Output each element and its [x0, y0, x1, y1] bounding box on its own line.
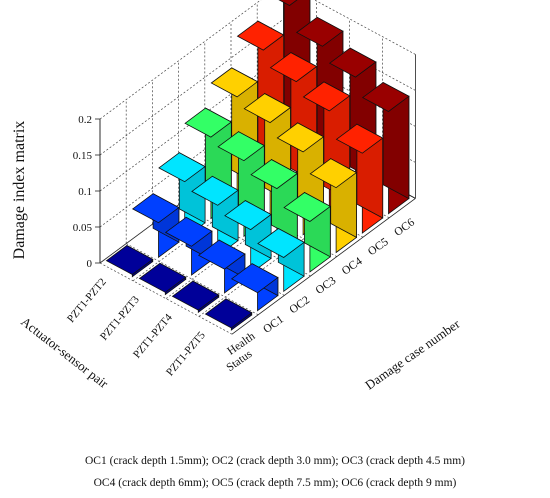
- z-tick-label: 0.1: [78, 186, 92, 198]
- y-tick-label: PZT1-PZT2: [65, 276, 109, 325]
- bar: [197, 239, 246, 294]
- bar-face-top: [138, 262, 187, 293]
- grid-line: [231, 198, 416, 335]
- bar-face-top: [257, 228, 305, 258]
- bar3d-chart: 00.050.10.150.2HealthStatusOC1OC2OC3OC4O…: [11, 0, 463, 393]
- z-tick-label: 0.05: [73, 222, 93, 234]
- bar: [309, 158, 358, 254]
- bar: [158, 152, 206, 239]
- x-tick-label: OC4: [340, 255, 365, 277]
- x-tick-label: OC5: [366, 236, 391, 258]
- y-tick-label: PZT1-PZT3: [98, 294, 142, 343]
- bar-face-top: [250, 159, 299, 190]
- bar-face-top: [197, 239, 246, 270]
- bar-face-top: [230, 263, 279, 294]
- bar-face-top: [158, 152, 206, 183]
- z-axis-label: Damage index matrix: [11, 121, 28, 260]
- x-tick-label: OC3: [314, 275, 339, 297]
- bar: [257, 227, 305, 293]
- bar-face-top: [328, 47, 377, 78]
- bar-face-top: [105, 245, 154, 275]
- bar-face-top: [224, 200, 272, 231]
- bar-face-top: [302, 81, 351, 112]
- bar-face-top: [309, 158, 358, 189]
- bar-face-top: [295, 16, 344, 47]
- grid-line: [313, 0, 416, 55]
- bar: [191, 175, 239, 257]
- caption-line-1: OC1 (crack depth 1.5mm); OC2 (crack dept…: [84, 455, 466, 467]
- bar: [105, 244, 154, 278]
- bar-face-top: [204, 298, 253, 329]
- bar: [335, 123, 384, 234]
- z-tick-label: 0.15: [73, 150, 93, 162]
- y-tick-label: PZT1-PZT4: [131, 311, 175, 360]
- grid-line: [99, 262, 233, 335]
- bar: [361, 81, 410, 215]
- z-tick-label: 0.2: [78, 114, 92, 126]
- bar-face-top: [276, 122, 325, 153]
- x-axis-label: Damage case number: [362, 316, 463, 393]
- bar: [283, 191, 332, 273]
- bar-face-top: [217, 131, 266, 162]
- bar: [131, 193, 180, 259]
- x-tick-label: OC1: [261, 313, 286, 335]
- bar-face-top: [243, 93, 292, 124]
- bar-face-top: [361, 82, 410, 112]
- x-tick-label: OC2: [287, 294, 312, 316]
- bar-face-top: [171, 280, 220, 311]
- bar-face-top: [335, 123, 384, 154]
- bar: [230, 263, 279, 312]
- bar: [138, 262, 187, 296]
- bar-face-top: [278, 0, 298, 6]
- bar: [204, 298, 253, 331]
- bar-face-top: [191, 175, 239, 206]
- bar-face-top: [269, 52, 318, 83]
- y-axis-label: Actuator-sensor pair: [18, 314, 111, 392]
- bar-face-top: [236, 20, 285, 51]
- bar-face-top: [283, 192, 332, 222]
- grid-line: [126, 243, 259, 316]
- bar-face-top: [210, 67, 259, 98]
- bar-face-top: [164, 216, 213, 247]
- z-tick-label: 0: [87, 258, 93, 270]
- bar-face-top: [184, 107, 233, 138]
- x-tick-label: OC6: [392, 216, 417, 238]
- bar-face-top: [131, 193, 180, 224]
- caption-line-2: OC4 (crack depth 6mm); OC5 (crack depth …: [93, 477, 457, 489]
- bars: [105, 0, 410, 331]
- bar: [171, 280, 220, 314]
- y-tick-label: PZT1-PZT5: [164, 329, 208, 378]
